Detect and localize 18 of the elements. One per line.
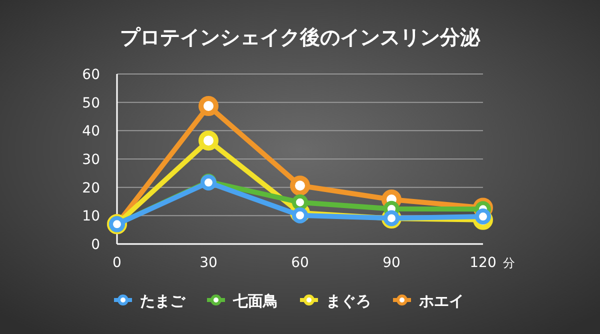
chart-title: プロテインシェイク後のインスリン分泌: [120, 25, 481, 49]
x-tick-label: 120: [470, 255, 496, 271]
legend-label: 七面鳥: [232, 292, 278, 310]
y-tick-label: 40: [82, 124, 100, 140]
y-tick-label: 60: [82, 67, 100, 83]
y-tick-label: 0: [91, 237, 100, 253]
x-axis-title: 分: [503, 256, 515, 270]
x-tick-label: 90: [382, 255, 400, 271]
y-tick-label: 10: [82, 208, 100, 225]
x-tick-label: 30: [200, 255, 218, 271]
x-tick-label: 0: [112, 255, 122, 271]
y-tick-label: 20: [82, 180, 100, 196]
y-tick-label: 30: [82, 152, 100, 168]
legend-label: まぐろ: [326, 292, 371, 310]
legend-label: たまご: [140, 292, 186, 310]
legend-label: ホエイ: [418, 292, 464, 310]
y-tick-label: 50: [82, 95, 100, 112]
x-tick-label: 60: [291, 255, 309, 271]
